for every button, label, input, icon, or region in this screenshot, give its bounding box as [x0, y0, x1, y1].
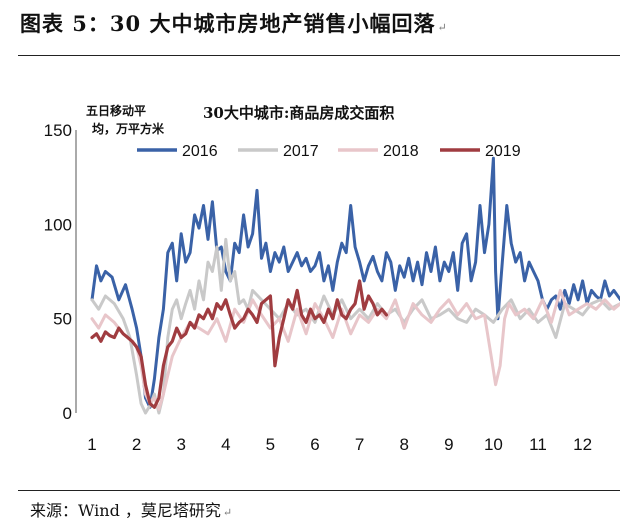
- x-tick-label: 5: [266, 435, 275, 454]
- legend-label-2016: 2016: [182, 143, 218, 160]
- source-note: 来源：Wind ，莫尼塔研究 ↵: [30, 497, 232, 521]
- return-mark: ↵: [437, 21, 448, 34]
- figure-title: 图表 5：30 大中城市房地产销售小幅回落 ↵: [20, 4, 448, 44]
- plot-area: [90, 156, 620, 415]
- source-return-mark: ↵: [222, 506, 233, 519]
- series-line-2016: [90, 156, 620, 409]
- y-tick-label: 100: [44, 215, 72, 234]
- y-tick-label: 0: [63, 404, 72, 423]
- series-line-2019: [90, 279, 388, 409]
- legend-label-2019: 2019: [485, 143, 521, 160]
- series-line-2017: [90, 237, 620, 415]
- y-unit-label-line-1: 五日移动平: [86, 103, 146, 118]
- x-tick-label: 6: [310, 435, 319, 454]
- y-unit-label-line-2: 均，万平方米: [92, 121, 165, 136]
- top-rule: [18, 55, 620, 56]
- y-tick-label: 50: [53, 310, 72, 329]
- chart-title: 30大中城市:商品房成交面积: [203, 104, 394, 122]
- x-tick-label: 12: [573, 435, 592, 454]
- legend: 2016 2017 2018 2019: [137, 143, 521, 160]
- chart-labels: 五日移动平 均，万平方米 30大中城市:商品房成交面积: [86, 103, 394, 136]
- x-tick-label: 4: [221, 435, 230, 454]
- figure-title-text: 图表 5：30 大中城市房地产销售小幅回落: [20, 11, 436, 36]
- series-line-2018: [90, 288, 620, 411]
- x-tick-label: 2: [132, 435, 141, 454]
- bottom-rule: [18, 490, 620, 491]
- legend-label-2018: 2018: [383, 143, 419, 160]
- x-tick-label: 7: [355, 435, 364, 454]
- legend-label-2017: 2017: [283, 143, 319, 160]
- source-text: 来源：Wind ，莫尼塔研究: [30, 501, 221, 520]
- y-tick-label: 150: [44, 121, 72, 140]
- x-tick-label: 9: [444, 435, 453, 454]
- x-tick-label: 11: [529, 435, 547, 454]
- x-tick-label: 3: [176, 435, 185, 454]
- x-tick-label: 10: [484, 435, 503, 454]
- x-tick-label: 8: [399, 435, 408, 454]
- x-tick-label: 1: [87, 435, 96, 454]
